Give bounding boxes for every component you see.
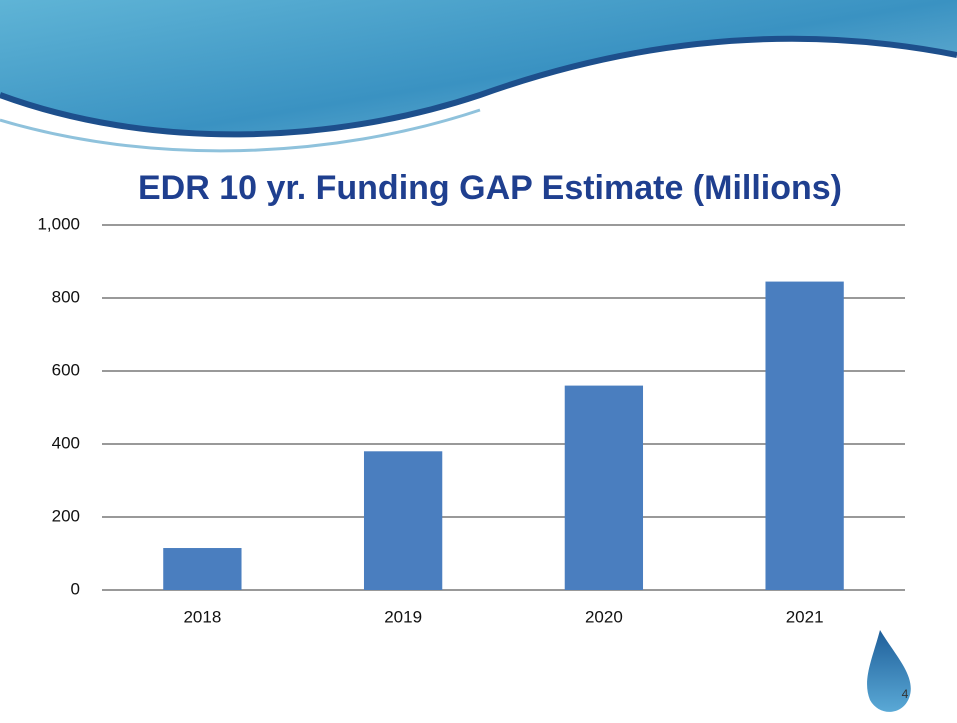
header-wave-edge xyxy=(0,35,957,138)
plot-area: 0 200 400 600 800 1,000 2018 2019 2020 2021 xyxy=(37,214,905,626)
y-tick-label: 800 xyxy=(52,287,80,306)
bar xyxy=(564,385,644,590)
header-wave-accent xyxy=(0,108,481,153)
x-tick-label: 2020 xyxy=(585,607,623,626)
chart-title: EDR 10 yr. Funding GAP Estimate (Million… xyxy=(138,169,842,207)
slide-number: 4 xyxy=(902,687,909,701)
y-tick-label: 200 xyxy=(52,506,80,525)
bar xyxy=(765,281,844,590)
bar xyxy=(163,548,242,590)
bar xyxy=(363,451,443,590)
y-tick-label: 400 xyxy=(52,433,80,452)
x-tick-label: 2021 xyxy=(786,607,824,626)
y-tick-label: 600 xyxy=(52,360,80,379)
header-wave xyxy=(0,38,957,160)
drop-icon xyxy=(867,630,911,712)
y-tick-label: 1,000 xyxy=(37,214,80,233)
y-tick-label: 0 xyxy=(71,579,80,598)
x-tick-label: 2018 xyxy=(183,607,221,626)
x-tick-label: 2019 xyxy=(384,607,422,626)
